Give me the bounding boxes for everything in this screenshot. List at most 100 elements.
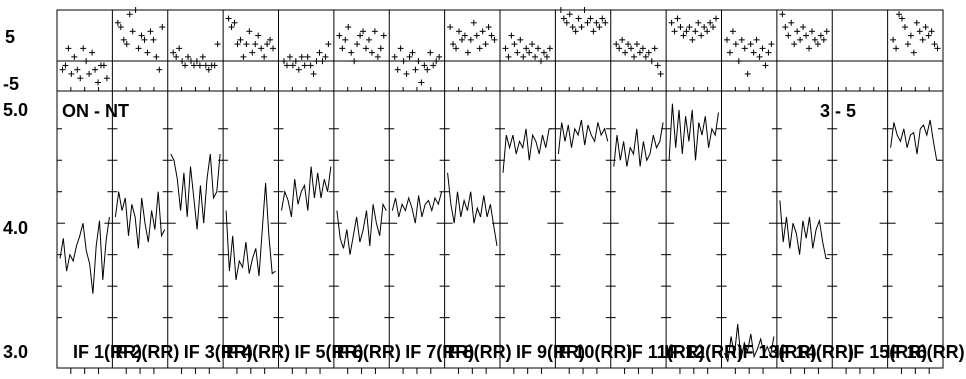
- phase-point: [779, 11, 786, 18]
- phase-point: [584, 19, 591, 26]
- amp-series-line: [391, 191, 443, 224]
- axis-ticks-layer: [57, 87, 943, 374]
- phase-point: [231, 19, 238, 26]
- phase-point: [893, 45, 900, 52]
- phase-point: [919, 36, 926, 43]
- phase-point: [409, 49, 416, 56]
- phase-point: [400, 58, 407, 65]
- if-panel-label: IF 9(RR): [516, 342, 585, 362]
- phase-point: [286, 53, 293, 60]
- phase-point: [791, 41, 798, 48]
- phase-point: [316, 49, 323, 56]
- phase-point: [292, 58, 299, 65]
- phase-point: [126, 11, 133, 18]
- phase-point: [179, 58, 186, 65]
- amp-series-line: [447, 172, 498, 246]
- phase-point: [569, 24, 576, 31]
- phase-point: [153, 53, 160, 60]
- if-panel-label: IF 15(RR): [848, 342, 927, 362]
- phase-point: [403, 70, 410, 77]
- phase-point: [599, 15, 606, 22]
- phase-point: [502, 45, 509, 52]
- phase-point: [360, 28, 367, 35]
- phase-point: [768, 41, 775, 48]
- phase-point: [762, 62, 769, 69]
- phase-point: [785, 32, 792, 39]
- phase-point: [461, 32, 468, 39]
- phase-point: [415, 58, 422, 65]
- phase-point: [196, 62, 203, 69]
- phase-point: [587, 15, 594, 22]
- if-panel-label: IF 16(RR): [886, 342, 965, 362]
- phase-point: [240, 53, 247, 60]
- phase-point: [820, 36, 827, 43]
- phase-point: [808, 28, 815, 35]
- phase-point: [424, 66, 431, 73]
- phase-point: [710, 24, 717, 31]
- phase-point: [120, 36, 127, 43]
- amp-series-line: [336, 202, 387, 255]
- phase-point: [811, 36, 818, 43]
- phase-point: [931, 41, 938, 48]
- phase-point: [322, 53, 329, 60]
- phase-point: [814, 41, 821, 48]
- phase-point: [913, 19, 920, 26]
- phase-point: [625, 41, 632, 48]
- phase-point: [114, 19, 121, 26]
- phase-point: [421, 62, 428, 69]
- phase-point: [750, 49, 757, 56]
- phase-point: [357, 32, 364, 39]
- phase-point: [505, 53, 512, 60]
- phase-point: [645, 49, 652, 56]
- phase-point: [572, 28, 579, 35]
- phase-point: [765, 49, 772, 56]
- amp-series-line: [281, 166, 332, 217]
- phase-point: [470, 19, 477, 26]
- phase-point: [563, 19, 570, 26]
- if-panel-label: IF 6(RR): [332, 342, 401, 362]
- phase-point: [514, 49, 521, 56]
- phase-point: [464, 49, 471, 56]
- phase-point: [916, 28, 923, 35]
- phase-point: [546, 45, 553, 52]
- phase-point: [578, 24, 585, 31]
- phase-point: [234, 41, 241, 48]
- phase-point: [62, 62, 69, 69]
- phase-point: [794, 28, 801, 35]
- if-panel-label: IF 8(RR): [443, 342, 512, 362]
- phase-point: [418, 79, 425, 86]
- phase-point: [619, 36, 626, 43]
- phase-point: [744, 70, 751, 77]
- phase-point: [695, 19, 702, 26]
- phase-point: [692, 28, 699, 35]
- phase-point: [898, 15, 905, 22]
- phase-point: [100, 62, 107, 69]
- if-panel-label: IF 4(RR): [221, 342, 290, 362]
- phase-point: [427, 49, 434, 56]
- phase-point: [636, 49, 643, 56]
- phase-point: [686, 24, 693, 31]
- phase-point: [129, 28, 136, 35]
- phase-point: [325, 41, 332, 48]
- phase-point: [890, 36, 897, 43]
- phase-point: [138, 32, 145, 39]
- phase-point: [800, 24, 807, 31]
- phase-point: [68, 70, 75, 77]
- phase-point: [532, 53, 539, 60]
- phase-point: [304, 53, 311, 60]
- phase-point: [823, 28, 830, 35]
- if-panel-label: IF 12(RR): [664, 342, 743, 362]
- phase-point: [741, 45, 748, 52]
- phase-point: [668, 19, 675, 26]
- phase-point: [345, 24, 352, 31]
- phase-point: [689, 36, 696, 43]
- phase-point: [756, 53, 763, 60]
- phase-point: [214, 41, 221, 48]
- phase-point: [602, 19, 609, 26]
- phase-point: [103, 75, 110, 82]
- phase-point: [729, 28, 736, 35]
- amp-series-line: [59, 216, 110, 294]
- phase-point: [540, 49, 547, 56]
- phase-point: [747, 41, 754, 48]
